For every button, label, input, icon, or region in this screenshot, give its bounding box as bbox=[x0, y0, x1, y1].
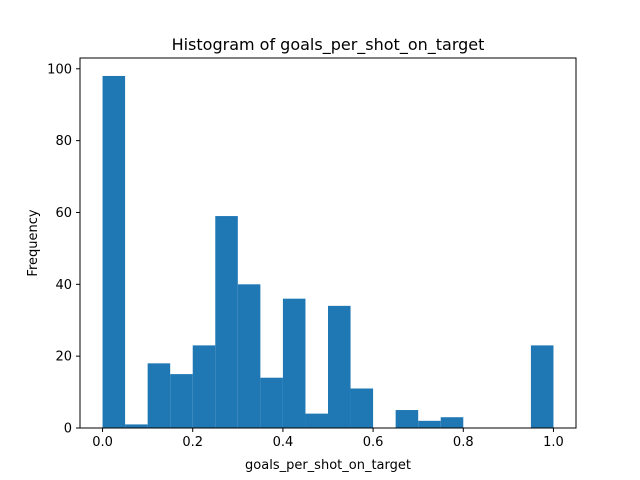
y-tick-label: 80 bbox=[55, 134, 72, 149]
y-tick-label: 100 bbox=[47, 62, 72, 77]
y-tick-label: 60 bbox=[55, 206, 72, 221]
histogram-bar bbox=[260, 377, 283, 428]
histogram-bar bbox=[440, 417, 464, 428]
histogram-bar bbox=[192, 345, 216, 428]
y-axis-label: Frequency bbox=[26, 209, 41, 276]
histogram-bar bbox=[125, 424, 148, 428]
y-tick-label: 40 bbox=[55, 278, 72, 293]
x-tick-label: 0.6 bbox=[363, 435, 384, 450]
x-axis-ticks: 0.0 0.2 0.4 0.6 0.8 1.0 bbox=[92, 428, 564, 450]
x-tick-label: 0.2 bbox=[182, 435, 203, 450]
histogram-bar bbox=[215, 216, 238, 428]
x-tick-label: 0.4 bbox=[273, 435, 294, 450]
y-tick-label: 20 bbox=[55, 350, 72, 365]
histogram-bar bbox=[237, 284, 261, 428]
plot-frame bbox=[79, 57, 577, 429]
x-tick-label: 0.8 bbox=[453, 435, 474, 450]
y-tick-label: 0 bbox=[64, 422, 72, 437]
x-tick-label: 1.0 bbox=[543, 435, 564, 450]
bars-group bbox=[102, 75, 554, 429]
histogram-bar bbox=[350, 388, 374, 428]
histogram-bar bbox=[418, 420, 441, 428]
chart-title: Histogram of goals_per_shot_on_target bbox=[172, 35, 485, 55]
histogram-bar bbox=[170, 374, 193, 428]
x-axis-label: goals_per_shot_on_target bbox=[245, 458, 411, 473]
histogram-bar bbox=[530, 345, 554, 428]
histogram-bar bbox=[305, 413, 328, 428]
histogram-bar bbox=[282, 298, 306, 428]
histogram-bar bbox=[147, 363, 171, 428]
x-tick-label: 0.0 bbox=[92, 435, 113, 450]
histogram-bar bbox=[102, 75, 126, 429]
y-axis-ticks: 0 20 40 60 80 100 bbox=[47, 62, 80, 437]
histogram-bar bbox=[395, 410, 419, 428]
histogram-bar bbox=[328, 305, 351, 428]
